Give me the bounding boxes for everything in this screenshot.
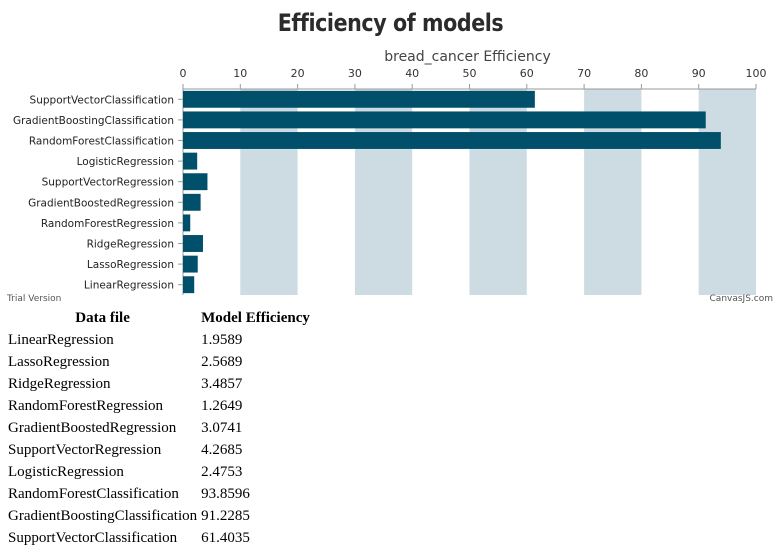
table-cell-data-file: LassoRegression: [8, 353, 110, 370]
chart-title: bread_cancer Efficiency: [384, 49, 551, 65]
x-tick-label: 20: [291, 67, 305, 80]
y-tick-label: RidgeRegression: [87, 239, 174, 251]
table-row: RandomForestRegression 1.2649: [6, 395, 312, 417]
table-row: RandomForestClassification 93.8596: [6, 483, 312, 505]
table-cell-model-efficiency: 93.8596: [201, 485, 250, 502]
table-cell-model-efficiency: 3.4857: [201, 375, 243, 392]
table-row: GradientBoostedRegression 3.0741: [6, 417, 312, 439]
chart: bread_cancer Efficiency 0 10 20 30 40 50 60 70 80…: [0, 44, 781, 306]
table-row: LinearRegression 1.9589: [6, 329, 312, 351]
table-cell-data-file: RandomForestRegression: [8, 397, 163, 414]
bar-chart: bread_cancer Efficiency 0 10 20 30 40 50 60 70 80…: [13, 49, 767, 295]
x-tick-label: 50: [463, 67, 477, 80]
table-row: GradientBoostingClassification 91.2285: [6, 505, 312, 527]
y-tick-label: GradientBoostingClassification: [13, 115, 174, 127]
x-tick-label: 40: [405, 67, 419, 80]
x-tick-label: 60: [520, 67, 534, 80]
table-cell-data-file: SupportVectorClassification: [8, 529, 178, 546]
table-cell-data-file: GradientBoostedRegression: [8, 419, 177, 436]
bar: [183, 111, 706, 129]
bar: [183, 255, 198, 273]
y-tick-label: RandomForestClassification: [29, 136, 174, 148]
bar: [183, 152, 198, 170]
table-cell-model-efficiency: 91.2285: [201, 507, 250, 524]
y-tick-label: LinearRegression: [84, 280, 174, 292]
column-header-data-file: Data file: [75, 309, 130, 326]
bar: [183, 214, 191, 232]
x-tick-label: 100: [746, 67, 767, 80]
y-tick-label: RandomForestRegression: [41, 218, 174, 230]
page-title: Efficiency of models: [277, 9, 504, 37]
y-tick-label: LogisticRegression: [77, 156, 174, 168]
x-tick-label: 30: [348, 67, 362, 80]
table-cell-model-efficiency: 1.2649: [201, 397, 243, 414]
y-tick-label: LassoRegression: [87, 259, 174, 271]
y-tick-label: SupportVectorClassification: [30, 94, 174, 106]
x-tick-label: 90: [692, 67, 706, 80]
table-cell-data-file: SupportVectorRegression: [8, 441, 162, 458]
table-cell-data-file: LinearRegression: [8, 331, 114, 348]
bar: [183, 90, 535, 108]
table-body: LinearRegression 1.9589 LassoRegression 2.5…: [6, 329, 312, 549]
table-cell-data-file: RandomForestClassification: [8, 485, 179, 502]
table-header-row: Data file Model Efficiency: [6, 307, 312, 329]
bar: [183, 173, 208, 191]
table-row: LassoRegression 2.5689: [6, 351, 312, 373]
x-tick-label: 0: [180, 67, 187, 80]
canvasjs-credit-link[interactable]: CanvasJS.com: [709, 294, 773, 304]
x-tick-label: 80: [634, 67, 648, 80]
y-tick-label: SupportVectorRegression: [42, 177, 174, 189]
table-row: LogisticRegression 2.4753: [6, 461, 312, 483]
bar: [183, 235, 203, 252]
table-row: RidgeRegression 3.4857: [6, 373, 312, 395]
table-cell-data-file: GradientBoostingClassification: [8, 507, 198, 524]
table-cell-model-efficiency: 2.5689: [201, 353, 243, 370]
table-cell-data-file: LogisticRegression: [8, 463, 124, 480]
bar: [183, 276, 195, 294]
bar: [183, 132, 721, 149]
table-cell-model-efficiency: 4.2685: [201, 441, 243, 458]
column-header-model-efficiency: Model Efficiency: [201, 309, 310, 326]
trial-version-label: Trial Version: [7, 294, 62, 304]
table-row: SupportVectorRegression 4.2685: [6, 439, 312, 461]
grid-band: [698, 89, 756, 295]
data-table: Data file Model Efficiency LinearRegress…: [6, 307, 312, 549]
table-cell-model-efficiency: 61.4035: [201, 529, 250, 546]
y-tick-label: GradientBoostedRegression: [28, 197, 174, 209]
table-cell-model-efficiency: 1.9589: [201, 331, 243, 348]
table-row: SupportVectorClassification 61.4035: [6, 527, 312, 549]
table-cell-model-efficiency: 3.0741: [201, 419, 243, 436]
table-cell-data-file: RidgeRegression: [8, 375, 111, 392]
table-cell-model-efficiency: 2.4753: [201, 463, 243, 480]
x-tick-label: 70: [577, 67, 591, 80]
x-tick-label: 10: [233, 67, 247, 80]
bar: [183, 193, 201, 211]
